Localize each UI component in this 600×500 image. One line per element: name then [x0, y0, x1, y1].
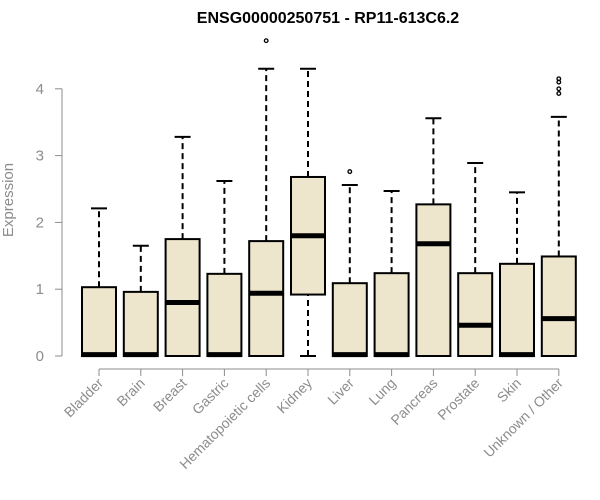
box-prostate — [457, 161, 494, 357]
outlier-point — [556, 76, 562, 82]
iqr-box — [122, 290, 159, 358]
iqr-box — [499, 262, 535, 358]
y-tick-label: 0 — [36, 348, 44, 365]
iqr-box — [331, 282, 368, 357]
box-unknown-other — [540, 76, 577, 357]
box-breast — [164, 135, 201, 358]
y-axis: 0 1 2 3 4 — [36, 81, 63, 365]
y-tick-label: 3 — [36, 148, 44, 165]
iqr-box — [248, 240, 285, 357]
x-tick-label: Breast — [150, 375, 190, 415]
iqr-box — [540, 255, 577, 357]
x-tick-label: Skin — [494, 375, 525, 406]
y-axis-label: Expression — [0, 163, 17, 237]
iqr-box — [373, 272, 410, 357]
y-tick-label: 4 — [36, 81, 44, 98]
box-bladder — [81, 207, 117, 358]
iqr-box — [457, 272, 494, 357]
box-kidney — [290, 67, 326, 357]
x-tick-label: Prostate — [434, 375, 482, 423]
chart-title: ENSG00000250751 - RP11-613C6.2 — [197, 10, 460, 27]
box-brain — [122, 244, 159, 358]
x-tick-label: Liver — [324, 375, 357, 408]
box-lung — [373, 190, 410, 358]
outlier-point — [263, 38, 269, 44]
outlier-point — [556, 86, 562, 92]
iqr-box — [164, 238, 201, 358]
x-tick-label: Brain — [113, 375, 147, 409]
iqr-box — [206, 272, 243, 357]
iqr-box — [415, 203, 452, 357]
box-series — [81, 38, 577, 358]
x-tick-label: Unknown / Other — [480, 375, 566, 461]
y-tick-label: 2 — [36, 214, 44, 231]
x-tick-label: Lung — [365, 375, 398, 408]
box-pancreas — [415, 117, 452, 357]
outlier-point — [556, 91, 562, 96]
box-hematopoietic-cells — [248, 38, 285, 357]
x-tick-label: Kidney — [274, 375, 316, 417]
box-liver — [331, 169, 368, 358]
iqr-box — [81, 286, 117, 358]
y-tick-label: 1 — [36, 281, 44, 298]
box-skin — [499, 191, 535, 358]
outlier-point — [347, 169, 353, 175]
x-tick-label: Bladder — [61, 375, 107, 421]
box-gastric — [206, 179, 243, 358]
